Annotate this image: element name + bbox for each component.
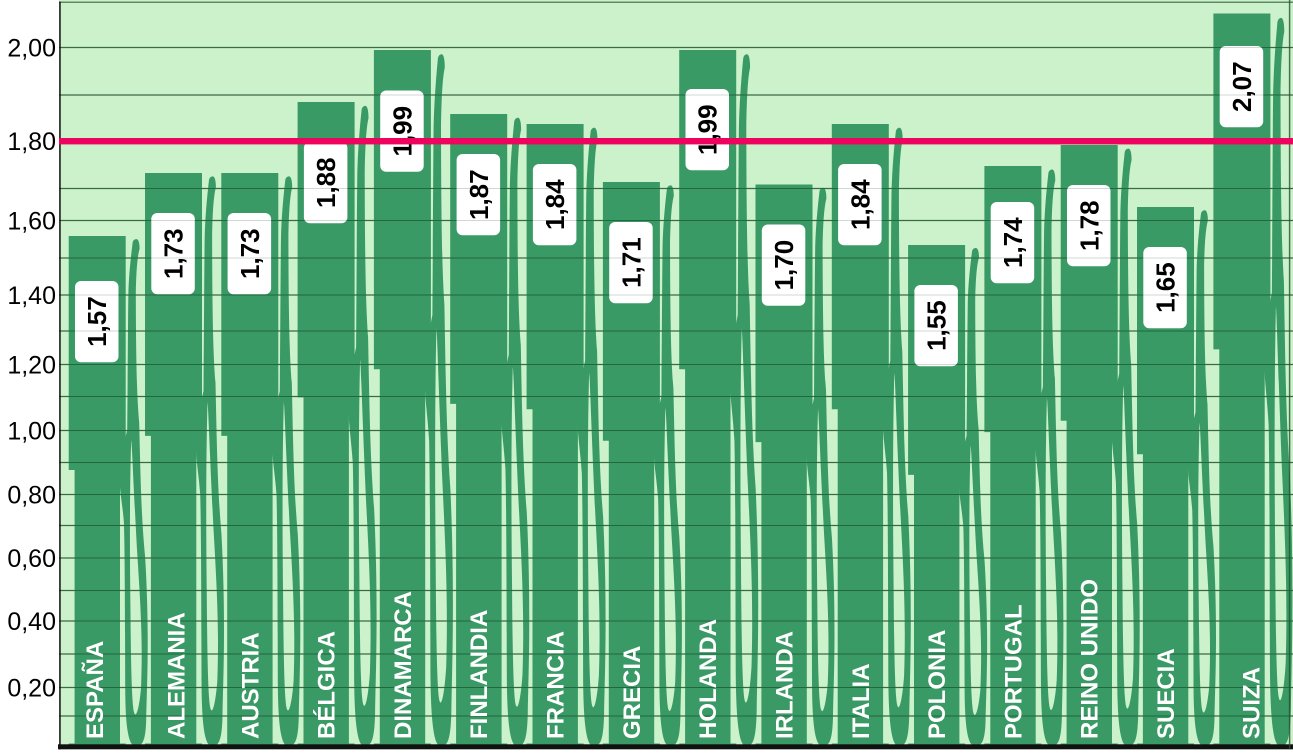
svg-text:1,84: 1,84 (540, 179, 570, 230)
svg-text:0,40: 0,40 (7, 608, 56, 636)
svg-text:2,07: 2,07 (1227, 61, 1257, 112)
svg-text:AUSTRIA: AUSTRIA (237, 632, 264, 739)
svg-text:1,99: 1,99 (693, 104, 723, 155)
svg-text:PORTUGAL: PORTUGAL (1000, 604, 1027, 739)
svg-text:1,84: 1,84 (845, 179, 875, 230)
svg-text:0,20: 0,20 (7, 675, 56, 703)
svg-text:1,73: 1,73 (159, 228, 189, 279)
svg-text:1,80: 1,80 (7, 128, 56, 156)
svg-text:ALEMANIA: ALEMANIA (164, 612, 191, 739)
svg-text:1,20: 1,20 (7, 352, 56, 380)
svg-text:1,99: 1,99 (388, 106, 418, 157)
svg-text:REINO UNIDO: REINO UNIDO (1077, 579, 1104, 739)
svg-text:2,00: 2,00 (7, 35, 56, 63)
svg-text:POLONIA: POLONIA (924, 630, 951, 739)
svg-text:0,60: 0,60 (7, 545, 56, 573)
svg-text:IRLANDA: IRLANDA (772, 631, 799, 739)
svg-text:1,78: 1,78 (1074, 200, 1104, 251)
svg-text:1,71: 1,71 (616, 237, 646, 288)
svg-text:1,73: 1,73 (235, 228, 265, 279)
svg-text:SUIZA: SUIZA (1238, 667, 1265, 739)
svg-text:SUECIA: SUECIA (1153, 648, 1180, 739)
svg-text:1,40: 1,40 (7, 282, 56, 310)
svg-text:0,80: 0,80 (7, 482, 56, 510)
svg-text:FINLANDIA: FINLANDIA (466, 610, 493, 739)
svg-text:1,87: 1,87 (464, 169, 494, 220)
svg-text:BÉLGICA: BÉLGICA (313, 631, 341, 739)
svg-text:1,70: 1,70 (769, 240, 799, 291)
svg-text:1,74: 1,74 (998, 217, 1028, 268)
svg-text:1,55: 1,55 (922, 300, 952, 351)
svg-text:1,65: 1,65 (1151, 262, 1181, 313)
svg-text:HOLANDA: HOLANDA (695, 619, 722, 739)
svg-text:GRECIA: GRECIA (619, 646, 646, 739)
svg-text:1,00: 1,00 (7, 418, 56, 446)
svg-text:DINAMARCA: DINAMARCA (390, 591, 417, 739)
svg-text:ITALIA: ITALIA (848, 663, 875, 739)
svg-text:1,88: 1,88 (311, 157, 341, 208)
svg-text:1,60: 1,60 (7, 208, 56, 236)
svg-text:1,57: 1,57 (82, 296, 112, 347)
svg-text:ESPAÑA: ESPAÑA (81, 641, 109, 739)
svg-text:FRANCIA: FRANCIA (543, 631, 570, 739)
